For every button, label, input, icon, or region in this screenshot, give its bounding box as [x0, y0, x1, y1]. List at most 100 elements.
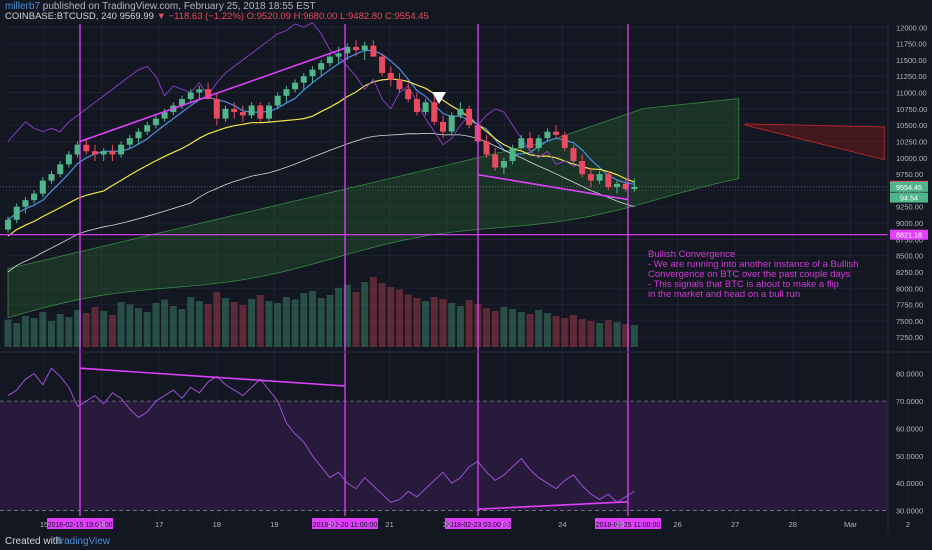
candle-body [118, 144, 125, 155]
volume-bar [622, 324, 630, 347]
lagging-span [7, 22, 583, 167]
volume-bar [13, 323, 21, 347]
candle-body [448, 115, 455, 132]
candle-body [544, 131, 551, 139]
volume-bar [613, 322, 621, 347]
annotation-line: in the market and head on a bull run [648, 289, 801, 300]
highlight-label-bg [445, 518, 511, 529]
candle-body [422, 102, 429, 113]
price-label: 9554.45 [896, 183, 922, 192]
rsi-tick-label: 30.0000 [896, 507, 923, 516]
volume-bar [187, 297, 195, 347]
price-tick-label: 8250.00 [896, 268, 923, 277]
candle-body [65, 154, 72, 165]
candle-body [283, 89, 290, 96]
volume-bar [448, 303, 456, 347]
volume-bar [361, 282, 369, 347]
price-tick-label: 10250.00 [896, 137, 927, 146]
rsi-tick-label: 50.0000 [896, 452, 923, 461]
volume-bar [126, 304, 134, 347]
bear-cloud [744, 123, 885, 161]
volume-bar [317, 298, 325, 347]
x-tick-label: 17 [155, 520, 163, 529]
price-tick-label: 8750.00 [896, 235, 923, 244]
candle-body [492, 154, 499, 168]
volume-bar [517, 312, 525, 347]
candle-body [196, 89, 203, 93]
price-tick-label: 7750.00 [896, 301, 923, 310]
volume-bar [491, 311, 499, 347]
x-tick-label: 23 [501, 520, 509, 529]
candle-body [614, 183, 620, 188]
axes: 12000.00 11750.00 11500.00 11250.00 11000.00… [0, 22, 932, 533]
candle-body [509, 147, 516, 162]
x-tick-label: 27 [731, 520, 739, 529]
ohlc-line: COINBASE:BTCUSD, 240 9569.99 ▼ −118.63 (… [5, 11, 429, 22]
volume-bar [300, 293, 308, 347]
volume-bar [413, 298, 421, 347]
volume-bar [309, 291, 316, 347]
ichimoku-cloud [7, 98, 885, 319]
last-price: 9569.99 [119, 11, 154, 22]
rsi-tick-label: 40.0000 [896, 479, 923, 488]
volume-bar [387, 287, 395, 347]
candle-body [335, 53, 342, 57]
candle-body [631, 186, 638, 190]
price-label: 94.54 [900, 194, 918, 203]
candle-body [135, 131, 142, 139]
chart-header: millerb7 published on TradingView.com, F… [0, 0, 932, 22]
bull-cloud [7, 98, 740, 319]
price-tick-label: 11750.00 [896, 40, 927, 49]
volume-bars [4, 277, 638, 347]
candle-body [83, 144, 90, 152]
volume-bar [195, 301, 203, 347]
candle-body [57, 164, 64, 175]
volume-bar [526, 314, 534, 347]
volume-bar [100, 311, 108, 347]
volume-bar [326, 295, 334, 347]
volume-bar [439, 299, 447, 347]
x-tick-label: 25 [616, 520, 624, 529]
candle-body [570, 147, 577, 162]
author-link[interactable]: millerb7 [5, 1, 41, 12]
base-line [7, 132, 635, 273]
volume-bar [39, 312, 47, 347]
symbol-label[interactable]: COINBASE:BTCUSD, 240 [5, 11, 117, 22]
volume-bar [204, 304, 212, 347]
candle-body [109, 151, 116, 155]
highlight-label: 2018-02-23 03:00:00 [446, 522, 511, 529]
volume-bar [256, 295, 264, 347]
candle-body [205, 89, 212, 100]
rsi-band [0, 401, 888, 511]
candle-body [266, 105, 272, 119]
publish-text: published on TradingView.com, February 2… [42, 1, 316, 12]
candle-body [344, 46, 351, 54]
volume-bar [500, 307, 508, 347]
candle-body [561, 134, 568, 148]
volume-bar [561, 318, 569, 347]
volume-bar [396, 289, 403, 347]
volume-bar [239, 305, 247, 347]
candle-body [518, 138, 525, 148]
candle-body [5, 219, 11, 230]
candle-body [274, 95, 281, 106]
candle-body [370, 45, 377, 57]
volume-bar [604, 320, 612, 347]
volume-bar [630, 325, 638, 347]
volume-bar [587, 321, 595, 347]
annotation-text[interactable]: Bullish Convergence - We are running int… [648, 250, 888, 300]
created-with-label: Created with [5, 536, 62, 547]
price-label-bg [890, 229, 928, 240]
candle-body [257, 105, 264, 119]
volume-bar [483, 308, 490, 347]
volume-bar [91, 307, 99, 347]
volume-bar [161, 299, 169, 347]
candle-body [292, 82, 299, 90]
kijun-line [7, 78, 635, 237]
highlight-label: 2018-02-25 11:00:00 [596, 522, 661, 529]
highlight-label-bg [595, 518, 661, 529]
volume-bar [456, 306, 464, 347]
volume-bar [509, 309, 517, 347]
tradingview-logo[interactable]: TradingView [55, 536, 111, 547]
